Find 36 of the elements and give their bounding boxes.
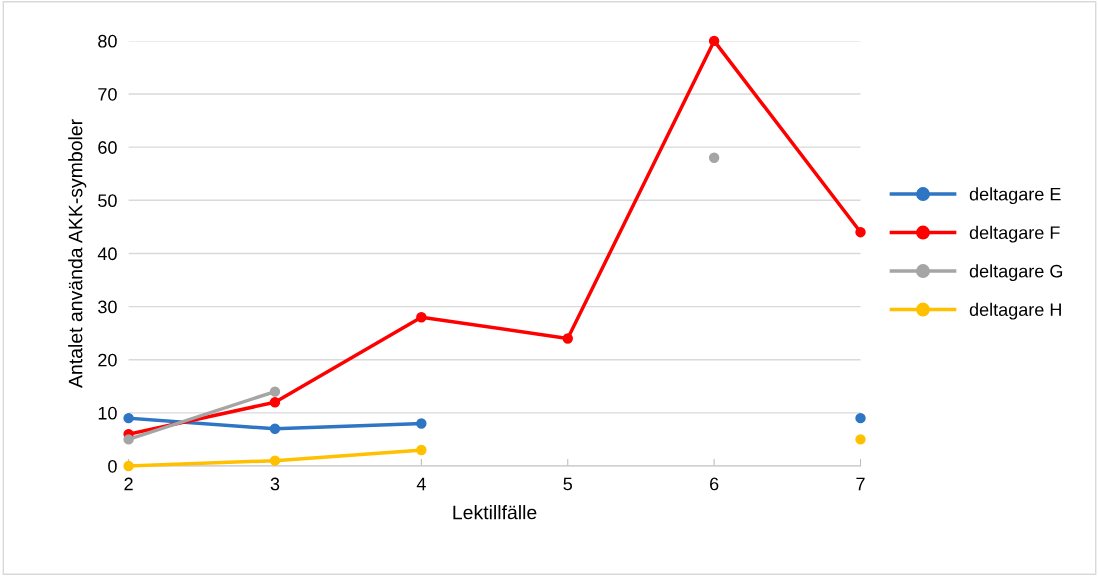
y-axis-title: Antalet använda AKK-symboler [68, 119, 87, 388]
x-tick-label: 3 [270, 477, 280, 491]
point [269, 455, 281, 466]
x-tick-label: 6 [710, 477, 719, 491]
point [855, 434, 866, 445]
y-tick-label: 0 [108, 459, 117, 473]
point [708, 152, 720, 164]
legend-label: deltagare H [969, 302, 1061, 320]
x-tick-label: 2 [124, 477, 133, 491]
x-axis-title: Lektillfälle [453, 505, 537, 520]
point [269, 397, 281, 408]
point [855, 226, 866, 238]
x-tick-label: 4 [416, 477, 426, 491]
point [855, 412, 866, 424]
y-tick-label: 70 [98, 87, 117, 101]
point [562, 333, 573, 344]
x-tick-label: 7 [856, 477, 865, 491]
point [708, 35, 720, 47]
y-tick-label: 60 [98, 141, 117, 154]
y-tick-label: 50 [98, 194, 117, 208]
y-tick-label: 30 [98, 300, 117, 314]
legend-label: deltagare E [969, 187, 1061, 205]
y-tick-label: 10 [98, 406, 117, 420]
point [269, 386, 281, 397]
point [123, 434, 134, 445]
y-tick-label: 80 [98, 34, 117, 48]
y-tick-label: 20 [98, 353, 117, 367]
legend-label: deltagare G [969, 264, 1063, 282]
y-tick-label: 40 [97, 247, 117, 261]
point [416, 418, 427, 429]
point [416, 444, 427, 456]
x-tick-label: 5 [563, 477, 573, 491]
legend-label: deltagare F [969, 225, 1060, 243]
point [269, 423, 281, 434]
point [123, 412, 134, 424]
point [416, 311, 427, 323]
